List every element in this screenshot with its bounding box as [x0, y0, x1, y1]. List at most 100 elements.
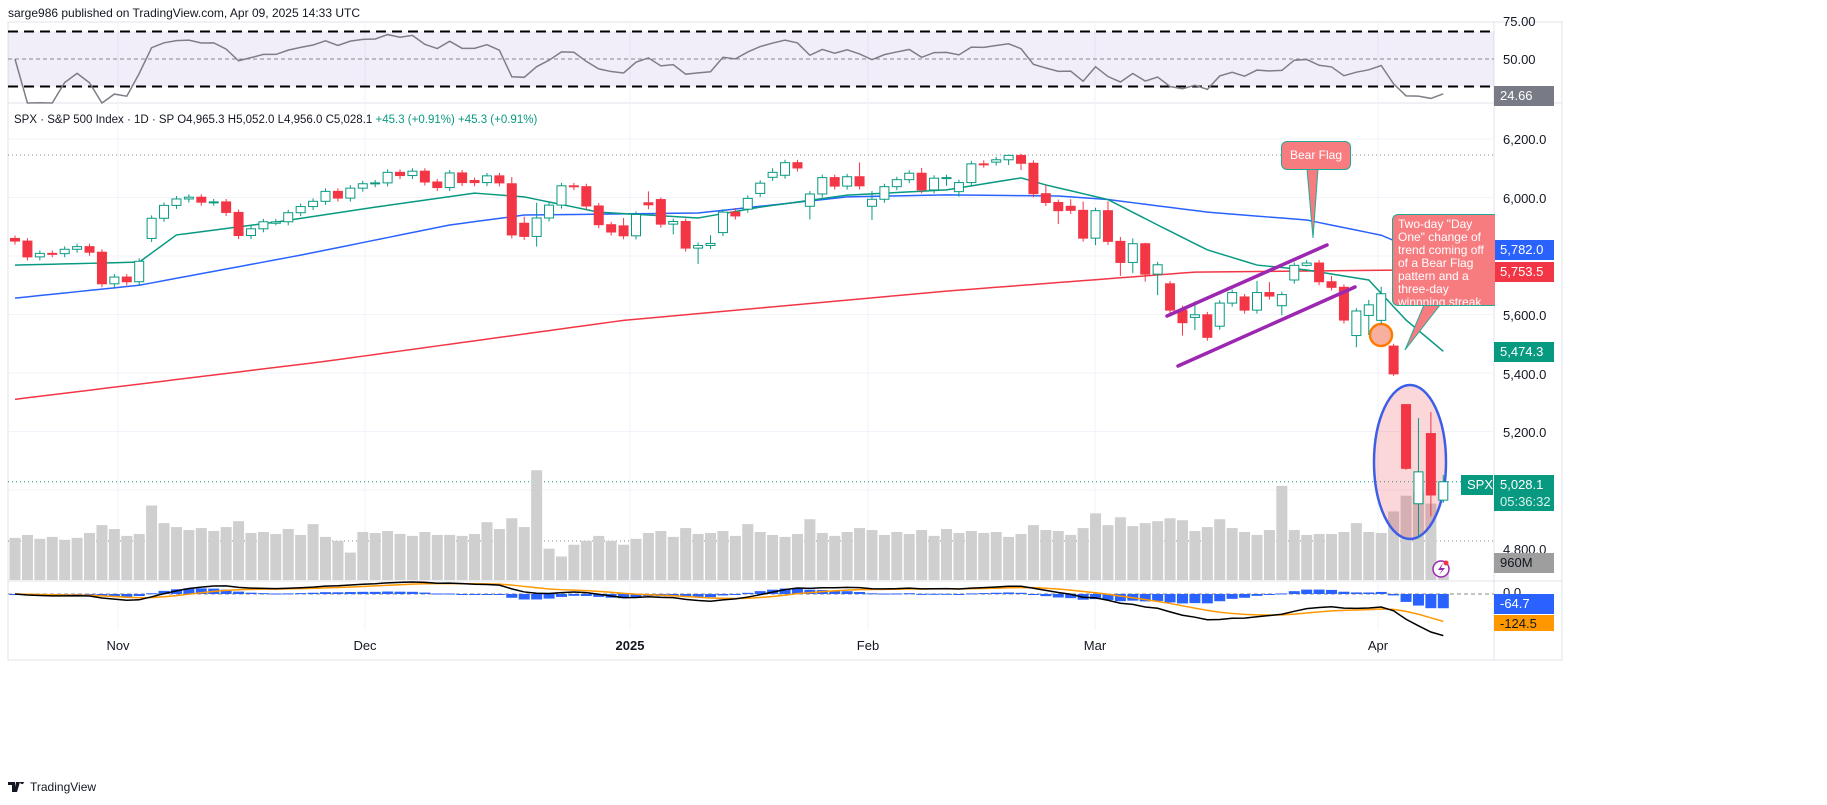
day-one-callout[interactable]: Two-day "Day One" change of trend coming… [1392, 214, 1495, 306]
macd-histogram-bar [1201, 594, 1213, 604]
candle [1289, 262, 1300, 284]
volume-bar [767, 534, 779, 580]
candle [1140, 242, 1151, 282]
macd-histogram-bar [1052, 594, 1064, 598]
chart-frame [7, 21, 1563, 661]
macd-histogram-bar [891, 593, 903, 595]
candle-body [245, 228, 256, 237]
volume-bar [791, 533, 803, 580]
time-label-mar: Mar [1083, 638, 1107, 653]
macd-histogram-bar [754, 591, 766, 594]
candle-body [655, 199, 666, 225]
candle-body [1065, 205, 1076, 211]
bear-flag-callout[interactable]: Bear Flag [1281, 141, 1351, 170]
volume-bar [220, 527, 232, 580]
candle [47, 250, 58, 258]
macd-histogram-bar [382, 591, 394, 594]
candle [1425, 411, 1436, 517]
candle-body [1053, 201, 1064, 212]
candle-body [916, 172, 927, 191]
candle-body [382, 171, 393, 184]
candle-body [1338, 286, 1349, 321]
candle-body [494, 175, 505, 184]
macd-histogram-bar [568, 594, 580, 596]
volume-bar [1375, 532, 1387, 580]
legend-symbol[interactable]: SPX · S&P 500 Index · 1D · SP [14, 114, 175, 126]
candle-body [1363, 304, 1374, 316]
volume-bar [233, 521, 245, 580]
candle-body [705, 242, 716, 246]
candle-body [593, 205, 604, 226]
macd-signal-badge: -124.5 [1494, 615, 1554, 631]
candle-body [171, 198, 182, 206]
legend-change-2: +45.3 (+0.91%) [458, 114, 538, 126]
candle [1388, 343, 1399, 376]
macd-histogram-bar [618, 594, 630, 599]
macd-histogram-bar [1338, 591, 1350, 594]
macd-histogram-bar [506, 594, 518, 598]
candle-body [842, 176, 853, 187]
candle [792, 159, 803, 172]
candle [941, 174, 952, 186]
candle [568, 182, 579, 191]
volume-bar [903, 533, 915, 580]
macd-histogram-bar [593, 594, 605, 597]
candle [245, 225, 256, 240]
candle-body [432, 181, 443, 189]
candle [991, 156, 1002, 166]
volume-bar [1313, 533, 1325, 580]
macd-histogram-bar [133, 594, 145, 597]
volume-bar [382, 531, 394, 580]
macd-histogram-bar [1015, 592, 1027, 594]
volume-bar [978, 532, 990, 580]
candle-body [72, 246, 83, 250]
volume-bar [1214, 519, 1226, 580]
volume-bar [332, 540, 344, 580]
candle-body [780, 162, 791, 176]
macd-histogram-bar [1276, 593, 1288, 595]
candle [1276, 291, 1287, 316]
tradingview-logo[interactable]: TradingView [8, 780, 96, 794]
logo-text: TradingView [30, 780, 97, 794]
candle-body [866, 198, 877, 207]
volume-bar [195, 528, 207, 580]
candle-body [134, 260, 145, 283]
volume-bar [96, 525, 108, 580]
candle [308, 198, 319, 211]
candle [730, 208, 741, 220]
candle-body [1189, 314, 1200, 318]
volume-bar [630, 538, 642, 580]
candle-body [96, 251, 107, 285]
candle [1040, 184, 1051, 206]
macd-histogram-bar [369, 591, 381, 594]
macd-histogram-bar [183, 588, 195, 594]
volume-bar [469, 533, 481, 580]
candle [407, 168, 418, 180]
candle-body [444, 172, 455, 189]
candle [1214, 300, 1225, 330]
volume-bar [170, 527, 182, 580]
macd-histogram-bar [146, 593, 158, 595]
candle-body [457, 172, 468, 184]
volume-bar [1027, 525, 1039, 580]
volume-bar [642, 532, 654, 580]
candle-body [991, 159, 1002, 163]
candle [370, 179, 381, 188]
candle [469, 177, 480, 187]
time-label-feb: Feb [856, 638, 880, 653]
legend-change: +45.3 (+0.91%) [375, 114, 455, 126]
volume-bar [34, 538, 46, 580]
candle [121, 274, 132, 286]
candle-body [332, 190, 343, 199]
macd-histogram-bar [233, 591, 245, 594]
candle [531, 202, 542, 247]
macd-histogram-bar [1437, 594, 1449, 609]
candle [146, 215, 157, 242]
volume-bar [183, 530, 195, 580]
candle-body [308, 200, 319, 208]
macd-histogram-bar [1400, 594, 1412, 602]
candle-body [183, 196, 194, 200]
volume-bar [357, 531, 369, 580]
candle-body [680, 220, 691, 249]
